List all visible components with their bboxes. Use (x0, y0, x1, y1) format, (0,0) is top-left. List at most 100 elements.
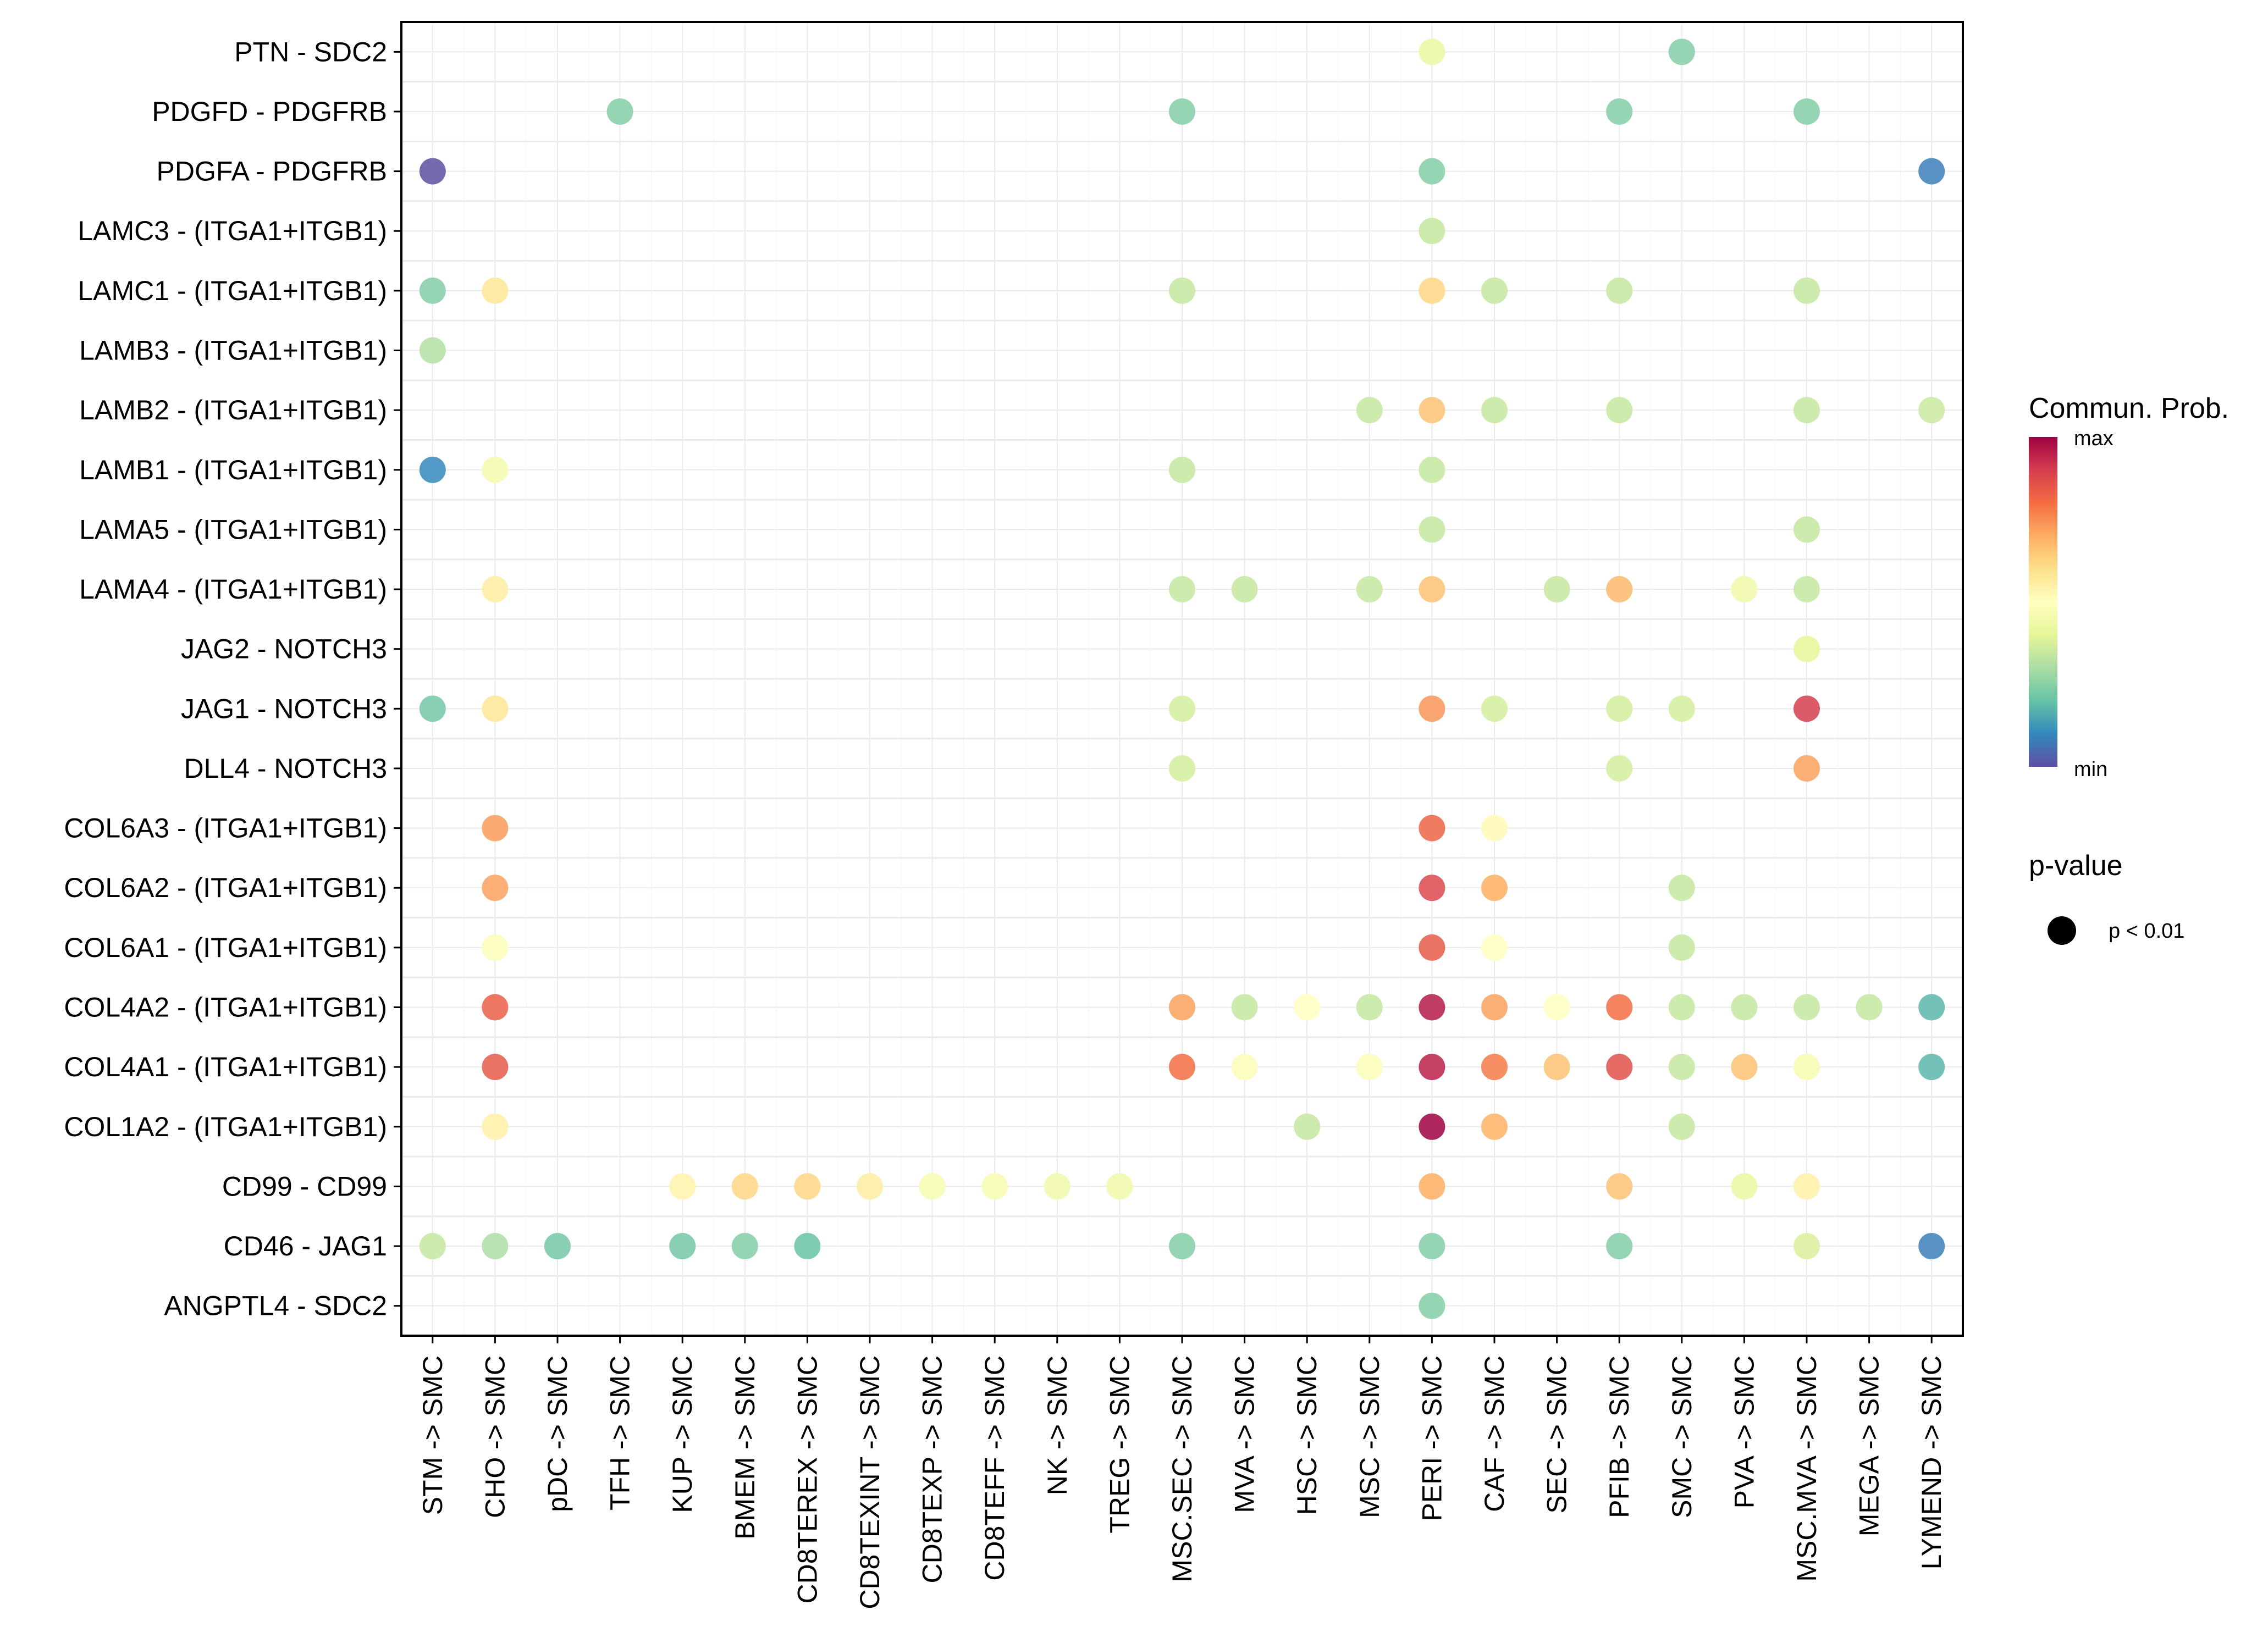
data-point (1918, 1054, 1945, 1081)
data-point (794, 1173, 821, 1200)
data-point (1419, 1054, 1445, 1081)
y-tick-label: LAMB1 - (ITGA1+ITGB1) (79, 455, 387, 485)
data-point (1356, 994, 1383, 1021)
data-point (1231, 1054, 1258, 1081)
data-point (482, 1113, 509, 1140)
y-tick-label: COL6A3 - (ITGA1+ITGB1) (64, 813, 387, 844)
data-point (1606, 1054, 1633, 1081)
data-point (981, 1173, 1008, 1200)
x-tick-label: pDC -> SMC (542, 1355, 573, 1512)
y-tick-label: PTN - SDC2 (234, 36, 387, 67)
data-point (544, 1233, 571, 1260)
color-legend-title: Commun. Prob. (2029, 392, 2229, 424)
points-layer (419, 38, 1945, 1319)
data-point (1419, 516, 1445, 543)
y-axis: PTN - SDC2 PDGFD - PDGFRB PDGFA - PDGFRB LA… (64, 36, 401, 1321)
data-point (1294, 994, 1321, 1021)
x-tick-label: PVA -> SMC (1729, 1355, 1759, 1508)
data-point (1419, 38, 1445, 65)
x-tick-label: CD8TEREX -> SMC (792, 1355, 823, 1603)
x-tick-label: PERI -> SMC (1416, 1355, 1447, 1521)
data-point (1918, 397, 1945, 424)
data-point (482, 576, 509, 603)
data-point (1668, 38, 1695, 65)
y-tick-label: LAMA4 - (ITGA1+ITGB1) (79, 574, 387, 605)
y-tick-label: CD99 - CD99 (222, 1171, 387, 1202)
data-point (1606, 277, 1633, 304)
x-tick-label: STM -> SMC (417, 1355, 448, 1515)
data-point (1794, 397, 1820, 424)
data-point (1668, 934, 1695, 961)
data-point (1356, 576, 1383, 603)
data-point (1606, 994, 1633, 1021)
data-point (1731, 576, 1758, 603)
data-point (419, 695, 446, 722)
x-tick-label: MSC.SEC -> SMC (1167, 1355, 1198, 1582)
data-point (1169, 576, 1195, 603)
data-point (1731, 994, 1758, 1021)
x-tick-label: SMC -> SMC (1666, 1355, 1697, 1518)
y-tick-label: LAMB3 - (ITGA1+ITGB1) (79, 335, 387, 366)
data-point (1731, 1173, 1758, 1200)
data-point (1419, 815, 1445, 842)
data-point (1419, 277, 1445, 304)
data-point (1543, 994, 1570, 1021)
x-tick-label: BMEM -> SMC (730, 1355, 760, 1540)
x-axis: STM -> SMC CHO -> SMC pDC -> SMC TFH -> SMC… (417, 1336, 1947, 1609)
x-tick-label: CAF -> SMC (1479, 1355, 1510, 1512)
data-point (1419, 218, 1445, 245)
x-tick-label: TREG -> SMC (1104, 1355, 1135, 1534)
data-point (1668, 695, 1695, 722)
data-point (669, 1173, 696, 1200)
x-tick-label: CD8TEFF -> SMC (979, 1355, 1010, 1581)
data-point (1794, 516, 1820, 543)
data-point (1606, 98, 1633, 125)
y-tick-label: LAMC1 - (ITGA1+ITGB1) (78, 275, 387, 306)
data-point (1794, 755, 1820, 782)
data-point (1419, 1173, 1445, 1200)
data-point (1044, 1173, 1070, 1200)
grid-lines (401, 22, 1963, 1336)
data-point (1918, 1233, 1945, 1260)
data-point (1419, 1292, 1445, 1319)
data-point (1794, 1233, 1820, 1260)
x-tick-label: MSC.MVA -> SMC (1791, 1355, 1822, 1582)
data-point (1231, 994, 1258, 1021)
data-point (1419, 875, 1445, 901)
data-point (1606, 695, 1633, 722)
data-point (482, 994, 509, 1021)
x-tick-label: HSC -> SMC (1292, 1355, 1322, 1515)
data-point (1794, 1173, 1820, 1200)
data-point (1794, 1054, 1820, 1081)
color-bar (2029, 437, 2057, 767)
data-point (1918, 994, 1945, 1021)
data-point (669, 1233, 696, 1260)
data-point (1419, 158, 1445, 185)
data-point (1794, 98, 1820, 125)
data-point (419, 1233, 446, 1260)
data-point (482, 1233, 509, 1260)
data-point (1419, 695, 1445, 722)
size-legend-title: p-value (2029, 850, 2123, 882)
data-point (1481, 934, 1508, 961)
x-tick-label: CD8TEXINT -> SMC (854, 1355, 885, 1609)
data-point (1294, 1113, 1321, 1140)
data-point (1169, 994, 1195, 1021)
data-point (1419, 397, 1445, 424)
data-point (1169, 695, 1195, 722)
data-point (482, 934, 509, 961)
data-point (1169, 456, 1195, 483)
data-point (1668, 1054, 1695, 1081)
x-tick-label: LYMEND -> SMC (1916, 1355, 1947, 1569)
y-tick-label: ANGPTL4 - SDC2 (164, 1291, 387, 1321)
data-point (419, 456, 446, 483)
x-tick-label: NK -> SMC (1042, 1355, 1073, 1495)
data-point (1481, 815, 1508, 842)
data-point (482, 456, 509, 483)
data-point (1356, 397, 1383, 424)
data-point (1606, 397, 1633, 424)
data-point (1794, 576, 1820, 603)
data-point (1794, 635, 1820, 662)
data-point (482, 695, 509, 722)
